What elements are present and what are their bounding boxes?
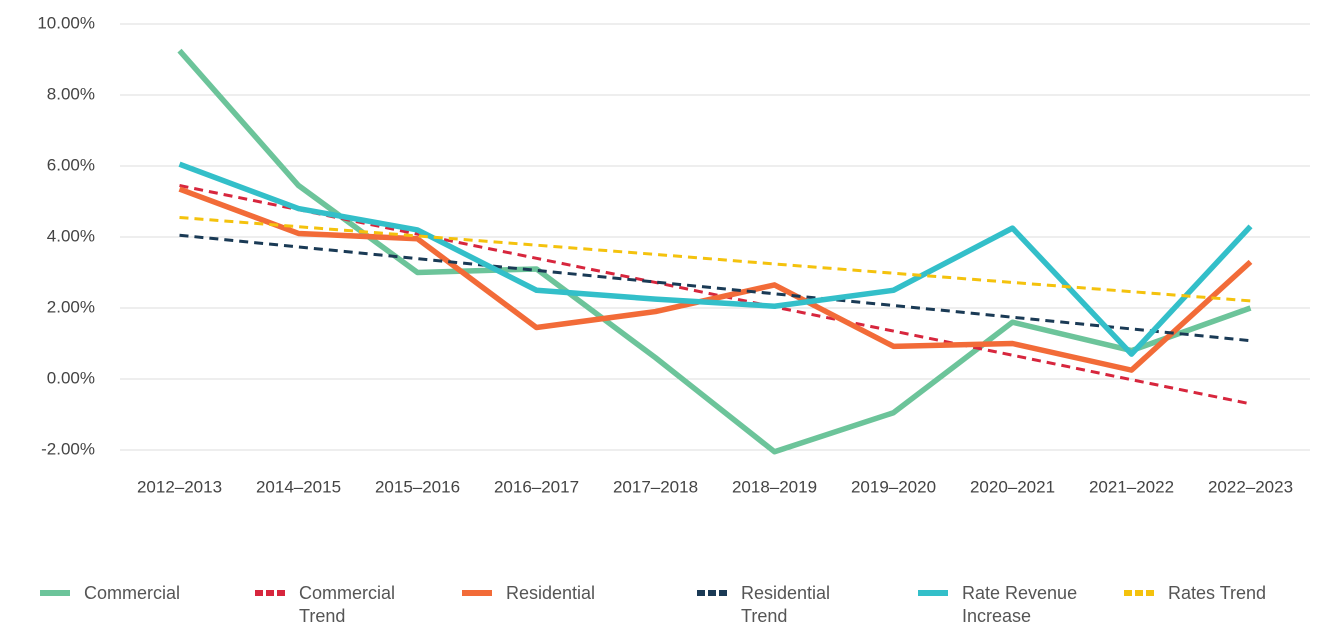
- legend-item: Commercial Trend: [255, 582, 439, 626]
- x-tick-label: 2014–2015: [256, 477, 341, 496]
- legend-label: Rates Trend: [1168, 583, 1267, 603]
- x-tick-label: 2017–2018: [613, 477, 698, 496]
- legend-label: Commercial Trend: [299, 583, 396, 626]
- x-tick-label: 2018–2019: [732, 477, 817, 496]
- legend-label: Residential Trend: [741, 583, 831, 626]
- legend-item: Residential: [462, 582, 595, 605]
- series-line: [179, 215, 1251, 303]
- x-tick-label: 2021–2022: [1089, 477, 1174, 496]
- y-tick-label: 0.00%: [47, 368, 95, 387]
- x-tick-label: 2022–2023: [1208, 477, 1293, 496]
- legend-label: Rate Revenue Increase: [962, 583, 1078, 626]
- plot: -2.00% 0.00% 2.00% 4.00% 6.00% 8.00% 10.00% 201…: [37, 13, 1310, 496]
- legend-swatch: [255, 590, 285, 596]
- legend-swatch: [462, 590, 492, 596]
- legend-item: Rates Trend: [1124, 582, 1266, 605]
- y-tick-label: 6.00%: [47, 155, 95, 174]
- y-tick-label: 8.00%: [47, 84, 95, 103]
- series-line: [178, 161, 1253, 357]
- x-tick-label: 2015–2016: [375, 477, 460, 496]
- legend-swatch: [40, 590, 70, 596]
- legend-swatch: [1124, 590, 1154, 596]
- x-tick-label: 2016–2017: [494, 477, 579, 496]
- legend-item: Residential Trend: [697, 582, 881, 626]
- y-tick-label: 2.00%: [47, 297, 95, 316]
- legend-label: Commercial: [84, 583, 181, 603]
- legend-swatch: [697, 590, 727, 596]
- y-tick-label: 10.00%: [37, 13, 95, 32]
- legend-swatch: [918, 590, 948, 596]
- legend-item: Rate Revenue Increase: [918, 582, 1102, 626]
- legend-label: Residential: [506, 583, 596, 603]
- x-tick-label: 2019–2020: [851, 477, 936, 496]
- y-tick-label: 4.00%: [47, 226, 95, 245]
- series-line: [178, 186, 1253, 373]
- x-tick-label: 2012–2013: [137, 477, 222, 496]
- y-tick-label: -2.00%: [41, 439, 95, 458]
- series-line: [177, 48, 1252, 455]
- legend-item: Commercial: [40, 582, 180, 605]
- x-tick-label: 2020–2021: [970, 477, 1055, 496]
- series-line: [179, 233, 1251, 343]
